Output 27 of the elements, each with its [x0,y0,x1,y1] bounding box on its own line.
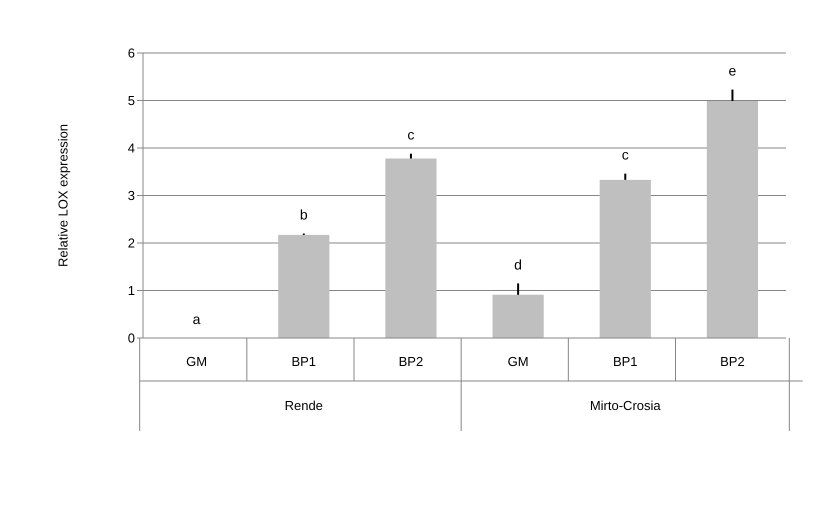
y-tick-label: 4 [128,140,135,156]
annotation: a [192,311,201,327]
bar [278,234,330,338]
text: Rende [284,398,323,413]
y-axis-title: Relative LOX expression [56,124,71,268]
annotation: c [407,126,414,143]
text: Mirto-Crosia [590,398,662,413]
bar [600,180,651,338]
x-tick-label: BP2 [398,354,424,369]
x-tick-label: GM [186,354,208,369]
annotation: c [622,146,629,163]
annotation: e [728,62,737,79]
y-tick-label: 0 [128,330,135,346]
y-tick-label: 6 [128,46,135,61]
bar [492,294,544,338]
annotation: b [300,206,308,222]
x-tick-label: GM [508,354,529,369]
x-tick-label: BP2 [720,354,745,369]
y-tick-label: 3 [128,188,135,204]
x-tick-label: BP1 [291,354,316,369]
annotation: d [514,256,522,272]
y-tick-label: 1 [128,283,135,298]
x-tick-label: BP1 [612,354,638,369]
bar [706,100,758,338]
y-tick-label: 2 [128,236,135,251]
bar [385,158,437,338]
y-tick-label: 5 [128,93,135,108]
